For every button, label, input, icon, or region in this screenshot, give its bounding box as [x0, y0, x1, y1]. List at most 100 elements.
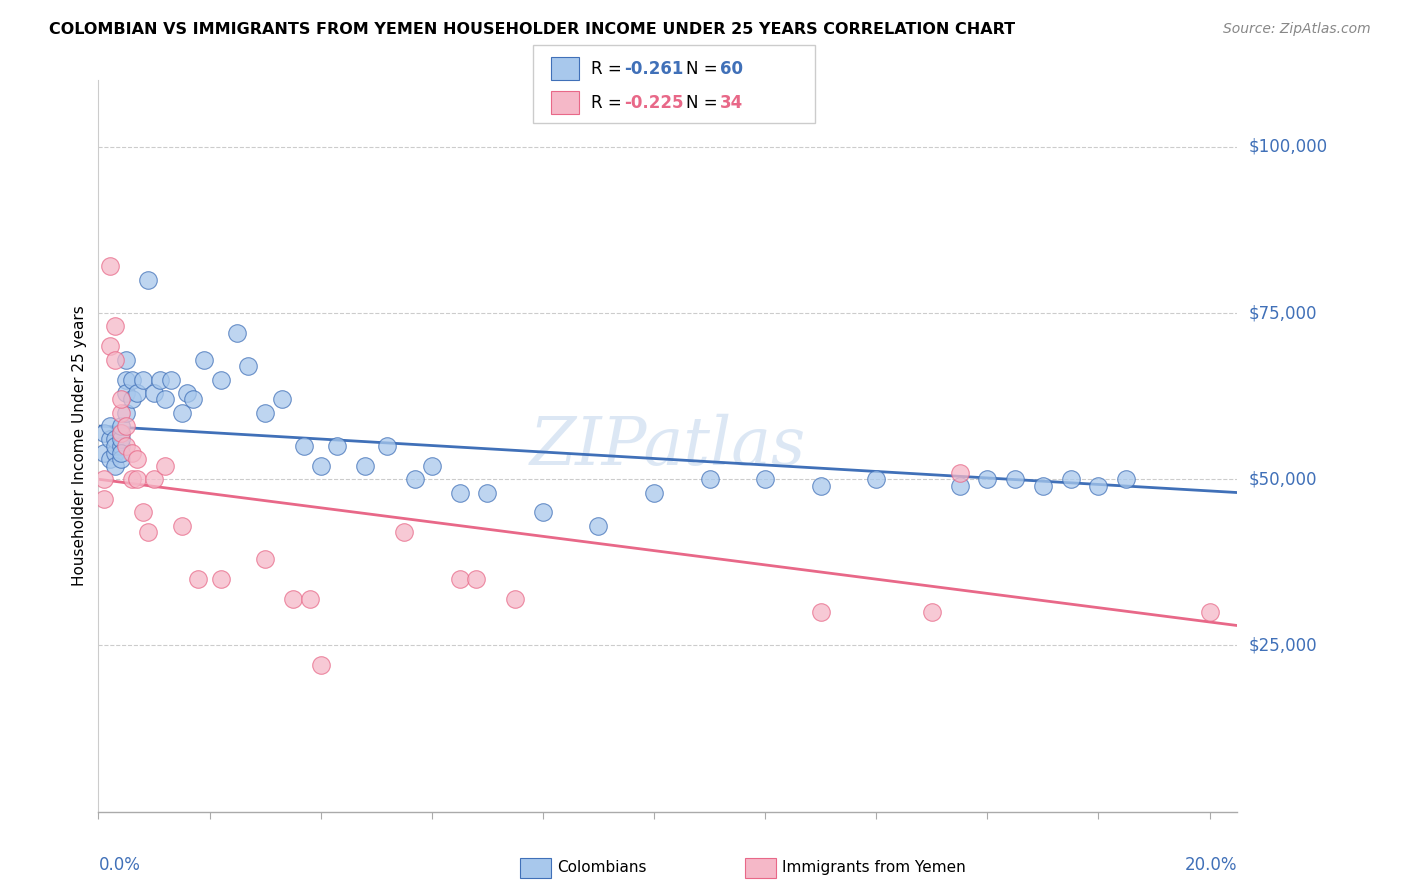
Point [588, 518, 610, 533]
Point [754, 472, 776, 486]
Point [531, 506, 554, 520]
Point [98, 433, 121, 447]
Point [465, 572, 488, 586]
Point [254, 552, 277, 566]
Point [298, 591, 321, 606]
Point [1115, 472, 1137, 486]
Point [1059, 472, 1081, 486]
Point [93, 492, 115, 507]
Point [148, 372, 170, 386]
Point [1032, 479, 1054, 493]
Point [948, 466, 970, 480]
Point [643, 485, 665, 500]
Point [187, 572, 209, 586]
Text: Colombians: Colombians [557, 860, 647, 874]
Point [98, 260, 121, 274]
Text: $25,000: $25,000 [1249, 637, 1317, 655]
Text: COLOMBIAN VS IMMIGRANTS FROM YEMEN HOUSEHOLDER INCOME UNDER 25 YEARS CORRELATION: COLOMBIAN VS IMMIGRANTS FROM YEMEN HOUSE… [49, 22, 1015, 37]
Point [110, 392, 132, 407]
Point [98, 419, 121, 434]
Point [449, 572, 471, 586]
Point [98, 339, 121, 353]
Point [110, 425, 132, 440]
Point [143, 472, 166, 486]
Point [176, 385, 198, 400]
Point [104, 458, 127, 473]
Text: $75,000: $75,000 [1249, 304, 1317, 322]
Point [115, 439, 138, 453]
Point [193, 352, 215, 367]
Text: R =: R = [591, 60, 627, 78]
Point [209, 572, 232, 586]
Point [1198, 605, 1220, 619]
Point [254, 406, 277, 420]
Point [98, 452, 121, 467]
Point [354, 458, 377, 473]
Point [810, 605, 832, 619]
Point [976, 472, 998, 486]
Text: R =: R = [591, 94, 627, 112]
Point [209, 372, 232, 386]
Point [281, 591, 304, 606]
Point [121, 445, 143, 459]
Text: $100,000: $100,000 [1249, 137, 1327, 156]
Point [132, 506, 155, 520]
Text: 0.0%: 0.0% [98, 855, 141, 873]
Point [110, 452, 132, 467]
Point [449, 485, 471, 500]
Point [104, 319, 127, 334]
Point [865, 472, 887, 486]
Point [121, 472, 143, 486]
Text: 34: 34 [720, 94, 744, 112]
Point [115, 372, 138, 386]
Point [181, 392, 204, 407]
Point [921, 605, 943, 619]
Point [110, 445, 132, 459]
Point [127, 472, 149, 486]
Point [104, 445, 127, 459]
Point [503, 591, 526, 606]
Text: N =: N = [686, 60, 723, 78]
Point [104, 433, 127, 447]
Point [1087, 479, 1109, 493]
Point [170, 518, 193, 533]
Point [292, 439, 315, 453]
Point [93, 425, 115, 440]
Point [153, 392, 176, 407]
Point [270, 392, 292, 407]
Point [93, 472, 115, 486]
Point [115, 419, 138, 434]
Point [948, 479, 970, 493]
Point [420, 458, 443, 473]
Y-axis label: Householder Income Under 25 years: Householder Income Under 25 years [72, 306, 87, 586]
Point [810, 479, 832, 493]
Point [326, 439, 349, 453]
Text: Immigrants from Yemen: Immigrants from Yemen [782, 860, 966, 874]
Point [159, 372, 181, 386]
Point [138, 273, 160, 287]
Point [153, 458, 176, 473]
Point [110, 439, 132, 453]
Point [170, 406, 193, 420]
Point [115, 352, 138, 367]
Text: ZIPatlas: ZIPatlas [530, 413, 806, 479]
Point [127, 385, 149, 400]
Point [1004, 472, 1026, 486]
Point [121, 372, 143, 386]
Point [404, 472, 426, 486]
Point [110, 419, 132, 434]
Text: $50,000: $50,000 [1249, 470, 1317, 488]
Point [238, 359, 260, 374]
Point [138, 525, 160, 540]
Text: N =: N = [686, 94, 723, 112]
Point [226, 326, 249, 340]
Point [104, 352, 127, 367]
Point [309, 658, 332, 673]
Point [93, 445, 115, 459]
Point [143, 385, 166, 400]
Point [375, 439, 398, 453]
Point [115, 385, 138, 400]
Point [104, 439, 127, 453]
Point [110, 406, 132, 420]
Point [110, 425, 132, 440]
